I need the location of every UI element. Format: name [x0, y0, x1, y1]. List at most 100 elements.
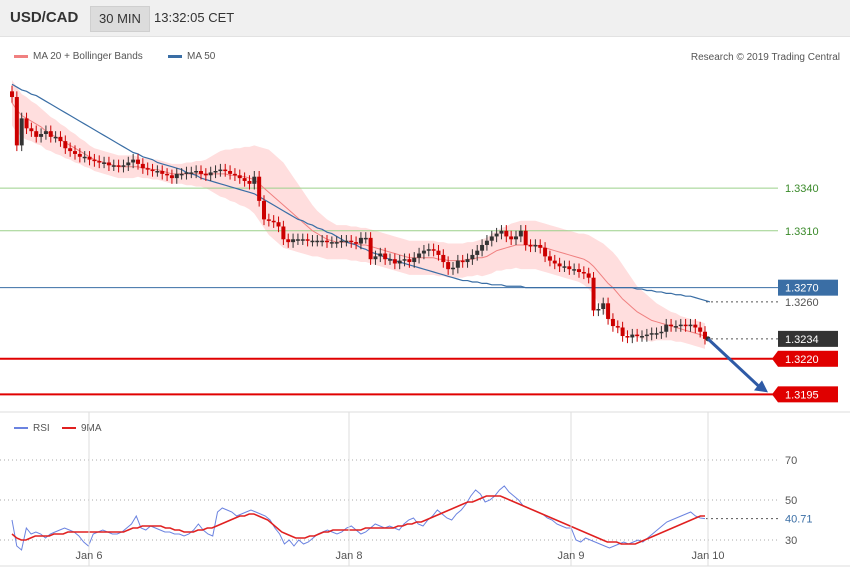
x-tick-label: Jan 9 — [558, 550, 585, 562]
forecast-arrow-line — [706, 337, 762, 389]
level-badge-1.3234 — [778, 330, 838, 347]
candle — [140, 158, 145, 174]
candle-body — [97, 161, 102, 163]
candle — [552, 254, 557, 270]
candle — [232, 168, 237, 181]
candle — [465, 253, 470, 268]
candle — [39, 128, 44, 143]
candle — [630, 328, 635, 344]
level-label-1.3310: 1.3310 — [785, 226, 819, 238]
candle-body — [625, 336, 630, 338]
candle — [625, 330, 630, 344]
candle — [242, 172, 247, 187]
candle — [518, 225, 523, 243]
candle — [97, 155, 102, 169]
candle-body — [184, 172, 189, 174]
candle-body — [247, 180, 252, 184]
candle — [281, 220, 286, 245]
candle — [237, 169, 242, 184]
candle — [703, 326, 707, 345]
timeframe-badge[interactable]: 30 MIN — [90, 6, 150, 32]
candle-body — [111, 165, 116, 167]
candle-body — [102, 162, 107, 164]
candle-body — [407, 259, 412, 263]
candle — [266, 213, 271, 227]
copyright: Research © 2019 Trading Central — [690, 52, 840, 63]
candle — [58, 131, 63, 147]
candle — [363, 232, 368, 244]
candle — [174, 168, 179, 184]
candle — [397, 254, 402, 270]
candle-body — [683, 324, 688, 327]
candle-body — [169, 175, 174, 179]
candle-body — [228, 171, 233, 174]
candle — [252, 171, 257, 190]
candle — [480, 239, 485, 257]
candle-body — [339, 240, 344, 243]
candle — [547, 250, 552, 267]
candle — [213, 165, 218, 179]
candle-body — [392, 259, 397, 264]
candle-body — [126, 162, 131, 166]
candle — [169, 169, 174, 184]
candle-body — [295, 239, 300, 241]
candle — [644, 328, 649, 342]
candle — [53, 131, 58, 143]
candle-body — [266, 219, 271, 221]
candle-body — [136, 159, 140, 164]
legend-rsi-swatch — [14, 427, 28, 429]
candle-body — [470, 254, 475, 260]
candle — [184, 166, 189, 180]
legend-ma20-label: MA 20 + Bollinger Bands — [33, 51, 143, 62]
candle-body — [77, 153, 82, 157]
candle — [203, 168, 208, 181]
candle-body — [480, 244, 485, 251]
legend-9ma-swatch — [62, 427, 76, 429]
candle — [145, 162, 150, 176]
candle-body — [329, 242, 334, 244]
candle — [620, 321, 625, 342]
candle-body — [528, 244, 533, 247]
candle-body — [48, 131, 53, 137]
candle — [126, 156, 131, 172]
candle — [640, 330, 644, 342]
candle-body — [649, 333, 654, 335]
candle — [669, 318, 674, 332]
candle — [436, 244, 441, 261]
candle — [165, 168, 170, 181]
candle — [523, 225, 528, 251]
candle — [509, 230, 514, 245]
candle-body — [577, 269, 581, 273]
candle — [349, 235, 354, 248]
candle-body — [659, 331, 664, 334]
candle-body — [465, 259, 470, 263]
candle-body — [305, 239, 310, 241]
candle-body — [325, 240, 329, 243]
level-badge-1.3270 — [778, 279, 838, 296]
candle — [543, 242, 548, 263]
level-badge-1.3195 — [778, 386, 838, 403]
candle — [48, 125, 53, 143]
rsi-current-label: 40.71 — [785, 514, 813, 526]
candle-body — [363, 237, 368, 240]
candle-body — [673, 326, 678, 328]
candle-body — [179, 173, 184, 176]
candle-body — [635, 334, 640, 337]
candle-body — [388, 259, 392, 261]
candle-body — [29, 128, 34, 132]
candle-body — [121, 165, 126, 167]
candle-body — [620, 327, 625, 337]
candle-body — [286, 239, 291, 243]
candle — [179, 168, 184, 180]
candle — [577, 263, 581, 278]
x-tick-label: Jan 6 — [76, 550, 103, 562]
candle-body — [203, 173, 208, 176]
candle-body — [150, 169, 155, 172]
candle-body — [131, 159, 136, 163]
candle — [262, 195, 266, 226]
candle-body — [572, 269, 577, 271]
candle — [392, 253, 397, 270]
candle — [373, 250, 378, 265]
candle — [615, 320, 620, 334]
candle-body — [441, 254, 446, 263]
